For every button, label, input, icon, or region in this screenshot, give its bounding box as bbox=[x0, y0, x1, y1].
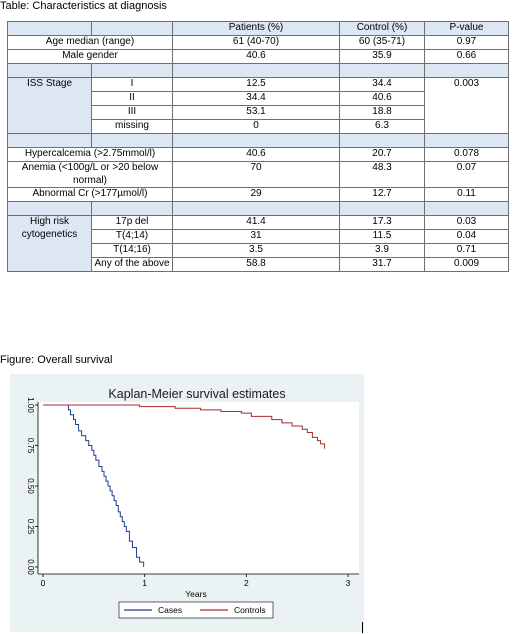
kaplan-meier-chart: Kaplan-Meier survival estimates 0.00 0.25… bbox=[10, 374, 364, 632]
table-header-row: Patients (%) Control (%) P-value bbox=[7, 21, 509, 36]
sub-label: II bbox=[91, 91, 173, 106]
legend bbox=[118, 601, 274, 619]
p-value-cell: 0.07 bbox=[424, 161, 509, 188]
characteristics-table: Patients (%) Control (%) P-value Age med… bbox=[7, 21, 509, 272]
legend-label: Cases bbox=[158, 605, 182, 615]
control-cell: 6.3 bbox=[339, 119, 425, 134]
x-tick-label: 3 bbox=[346, 578, 351, 588]
sub-label: 17p del bbox=[91, 215, 173, 230]
p-value-cell: 0.11 bbox=[424, 187, 509, 202]
p-value-cell: 0.003 bbox=[424, 77, 509, 134]
chart-title: Kaplan-Meier survival estimates bbox=[108, 387, 285, 401]
row-label: Abnormal Cr (>177µmol/l) bbox=[7, 187, 173, 202]
y-tick-label: 0.00 bbox=[26, 559, 35, 575]
table-row-iss-1: ISS Stage I 12.5 34.4 0.003 bbox=[7, 77, 509, 134]
patients-cell: 12.5 bbox=[172, 77, 340, 92]
table-row-age: Age median (range) 61 (40-70) 60 (35-71)… bbox=[7, 35, 509, 50]
sub-label: I bbox=[91, 77, 173, 92]
legend-label: Controls bbox=[234, 605, 266, 615]
patients-cell: 61 (40-70) bbox=[172, 35, 340, 50]
table-row-cyto-3: T(14;16) 3.5 3.9 0.71 bbox=[8, 243, 509, 258]
sub-label: Any of the above bbox=[91, 257, 173, 272]
plot-area bbox=[38, 402, 359, 574]
header-patients: Patients (%) bbox=[172, 21, 340, 36]
row-label: Hypercalcemia (>2.75mmol/l) bbox=[7, 147, 173, 162]
patients-cell: 34.4 bbox=[172, 91, 340, 106]
text-cursor bbox=[362, 622, 363, 633]
control-cell: 11.5 bbox=[339, 229, 425, 244]
control-cell: 34.4 bbox=[339, 77, 425, 92]
table-row-cyto-1: High risk cytogenetics 17p del 41.4 17.3… bbox=[7, 215, 509, 272]
patients-cell: 70 bbox=[172, 161, 340, 188]
y-tick-label: 0.75 bbox=[26, 438, 35, 454]
sub-label: III bbox=[91, 105, 173, 120]
header-p-value: P-value bbox=[424, 21, 509, 36]
spacer-row bbox=[7, 63, 509, 78]
series-layer bbox=[43, 404, 326, 567]
table-row-male: Male gender 40.6 35.9 0.66 bbox=[7, 49, 509, 64]
patients-cell: 53.1 bbox=[172, 105, 340, 120]
series-line-cases bbox=[43, 404, 145, 567]
table-row-anemia: Anemia (<100g/L or >20 below normal) 70 … bbox=[7, 161, 509, 188]
table-row-cr: Abnormal Cr (>177µmol/l) 29 12.7 0.11 bbox=[7, 187, 509, 202]
patients-cell: 31 bbox=[172, 229, 340, 244]
spacer-row bbox=[7, 201, 509, 216]
p-value-cell: 0.078 bbox=[424, 147, 509, 162]
patients-cell: 40.6 bbox=[172, 49, 340, 64]
control-cell: 48.3 bbox=[339, 161, 425, 188]
control-cell: 60 (35-71) bbox=[339, 35, 425, 50]
control-cell: 12.7 bbox=[339, 187, 425, 202]
control-cell: 31.7 bbox=[339, 257, 425, 272]
sub-label: missing bbox=[91, 119, 173, 134]
legend-items: Cases Controls bbox=[124, 605, 266, 615]
control-cell: 3.9 bbox=[339, 243, 425, 258]
p-value-cell: 0.009 bbox=[424, 257, 509, 272]
series-line-controls bbox=[43, 404, 326, 449]
patients-cell: 29 bbox=[172, 187, 340, 202]
x-tick-label: 2 bbox=[244, 578, 249, 588]
y-tick-label: 0.50 bbox=[26, 478, 35, 494]
patients-cell: 58.8 bbox=[172, 257, 340, 272]
sub-label: T(4;14) bbox=[91, 229, 173, 244]
x-axis-label: Years bbox=[185, 589, 206, 599]
figure-caption: Figure: Overall survival bbox=[0, 354, 113, 366]
table-row-iss-4: missing 0 6.3 bbox=[8, 119, 509, 134]
patients-cell: 3.5 bbox=[172, 243, 340, 258]
spacer-row bbox=[7, 133, 509, 148]
p-value-cell: 0.97 bbox=[424, 35, 509, 50]
header-cell bbox=[7, 21, 92, 36]
x-ticks: 0 1 2 3 bbox=[41, 574, 351, 588]
p-value-cell: 0.71 bbox=[424, 243, 509, 258]
row-label: Male gender bbox=[7, 49, 173, 64]
header-cell bbox=[91, 21, 173, 36]
table-caption: Table: Characteristics at diagnosis bbox=[0, 0, 167, 12]
patients-cell: 0 bbox=[172, 119, 340, 134]
x-tick-label: 1 bbox=[142, 578, 147, 588]
p-value-cell: 0.66 bbox=[424, 49, 509, 64]
table-row-cyto-4: Any of the above 58.8 31.7 0.009 bbox=[8, 257, 509, 272]
row-group-label: ISS Stage bbox=[7, 77, 92, 134]
control-cell: 18.8 bbox=[339, 105, 425, 120]
patients-cell: 40.6 bbox=[172, 147, 340, 162]
table-row-iss-2: II 34.4 40.6 bbox=[8, 91, 509, 106]
row-group-label: High risk cytogenetics bbox=[7, 215, 92, 272]
sub-label: T(14;16) bbox=[91, 243, 173, 258]
control-cell: 40.6 bbox=[339, 91, 425, 106]
row-label: Anemia (<100g/L or >20 below normal) bbox=[7, 161, 173, 188]
control-cell: 20.7 bbox=[339, 147, 425, 162]
p-value-cell: 0.04 bbox=[424, 229, 509, 244]
header-control: Control (%) bbox=[339, 21, 425, 36]
patients-cell: 41.4 bbox=[172, 215, 340, 230]
table-row-hypercalcemia: Hypercalcemia (>2.75mmol/l) 40.6 20.7 0.… bbox=[7, 147, 509, 162]
y-tick-label: 1.00 bbox=[26, 397, 35, 413]
x-tick-label: 0 bbox=[41, 578, 46, 588]
control-cell: 17.3 bbox=[339, 215, 425, 230]
y-ticks: 0.00 0.25 0.50 0.75 1.00 bbox=[26, 397, 38, 575]
p-value-cell: 0.03 bbox=[424, 215, 509, 230]
y-tick-label: 0.25 bbox=[26, 519, 35, 535]
control-cell: 35.9 bbox=[339, 49, 425, 64]
row-label: Age median (range) bbox=[7, 35, 173, 50]
